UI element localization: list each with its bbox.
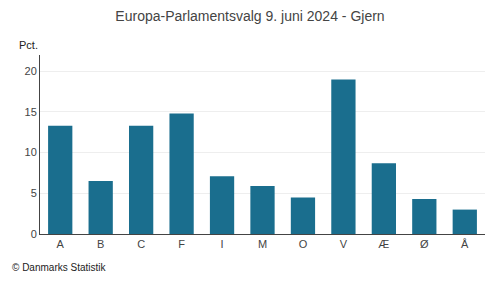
svg-text:15: 15 — [25, 106, 37, 118]
svg-text:© Danmarks Statistik: © Danmarks Statistik — [12, 262, 107, 273]
svg-text:F: F — [178, 238, 185, 250]
svg-text:20: 20 — [25, 65, 37, 77]
svg-text:0: 0 — [31, 228, 37, 240]
svg-text:V: V — [340, 238, 348, 250]
svg-text:B: B — [97, 238, 104, 250]
svg-text:A: A — [57, 238, 65, 250]
svg-text:C: C — [137, 238, 145, 250]
svg-text:M: M — [258, 238, 267, 250]
svg-text:10: 10 — [25, 146, 37, 158]
svg-text:I: I — [221, 238, 224, 250]
svg-text:Europa-Parlamentsvalg 9. juni: Europa-Parlamentsvalg 9. juni 2024 - Gje… — [115, 8, 384, 24]
svg-text:Pct.: Pct. — [19, 39, 38, 51]
svg-text:O: O — [299, 238, 308, 250]
svg-text:Ø: Ø — [420, 238, 429, 250]
svg-text:Æ: Æ — [378, 238, 389, 250]
svg-text:Å: Å — [461, 238, 469, 250]
svg-text:5: 5 — [31, 187, 37, 199]
